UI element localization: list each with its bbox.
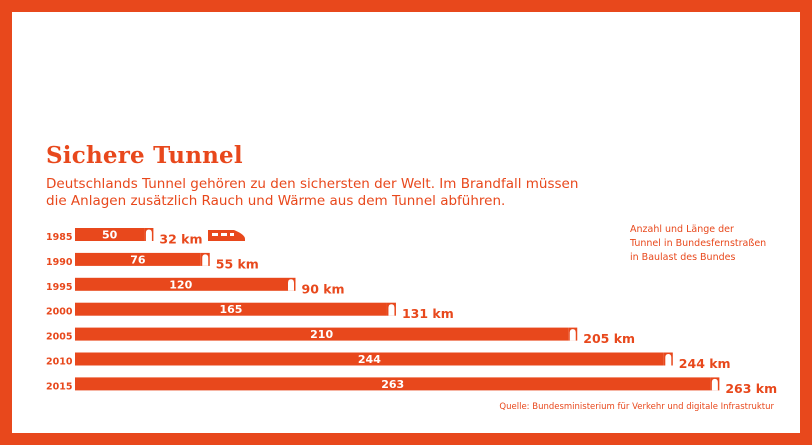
bar bbox=[75, 252, 201, 266]
count-label: 263 bbox=[381, 378, 404, 391]
tunnel-portal-icon bbox=[200, 252, 210, 266]
legend-note: Anzahl und Länge der Tunnel in Bundesfer… bbox=[630, 223, 780, 265]
tunnel-portal-icon bbox=[386, 302, 396, 316]
bar bbox=[75, 327, 569, 341]
source-note: Quelle: Bundesministerium für Verkehr un… bbox=[499, 402, 774, 412]
legend-line: in Baulast des Bundes bbox=[630, 252, 736, 263]
year-label: 1990 bbox=[46, 257, 73, 268]
year-label: 2005 bbox=[46, 332, 72, 343]
count-label: 165 bbox=[219, 303, 242, 316]
tunnel-portal-icon bbox=[710, 377, 720, 391]
legend-line: Anzahl und Länge der bbox=[630, 224, 734, 235]
subtitle-line-2: die Anlagen zusätzlich Rauch und Wärme a… bbox=[46, 193, 506, 209]
train-icon bbox=[208, 230, 245, 241]
length-label: 32 km bbox=[159, 232, 202, 247]
count-label: 76 bbox=[130, 253, 146, 266]
tunnel-portal-icon bbox=[568, 327, 578, 341]
length-label: 244 km bbox=[679, 356, 731, 371]
length-label: 90 km bbox=[302, 281, 345, 296]
year-label: 1995 bbox=[46, 282, 72, 293]
legend-line: Tunnel in Bundesfernstraßen bbox=[630, 238, 767, 249]
length-label: 263 km bbox=[725, 381, 777, 396]
tunnel-portal-icon bbox=[286, 277, 296, 291]
count-label: 244 bbox=[358, 353, 381, 366]
year-label: 2000 bbox=[46, 307, 73, 318]
count-label: 210 bbox=[310, 328, 333, 341]
bar bbox=[75, 302, 387, 316]
tunnel-portal-icon bbox=[663, 352, 673, 366]
length-label: 55 km bbox=[216, 256, 259, 271]
year-label: 1985 bbox=[46, 232, 72, 243]
bar bbox=[75, 352, 664, 366]
length-label: 131 km bbox=[402, 306, 454, 321]
bar bbox=[75, 228, 145, 241]
bar bbox=[75, 277, 287, 291]
year-label: 2010 bbox=[46, 357, 73, 368]
bar bbox=[75, 377, 711, 391]
chart-title: Sichere Tunnel bbox=[46, 142, 243, 169]
count-label: 50 bbox=[102, 229, 118, 242]
length-label: 205 km bbox=[583, 331, 635, 346]
subtitle-line-1: Deutschlands Tunnel gehören zu den siche… bbox=[46, 176, 579, 192]
tunnel-portal-icon bbox=[144, 228, 154, 241]
year-label: 2015 bbox=[46, 381, 72, 392]
count-label: 120 bbox=[169, 278, 192, 291]
